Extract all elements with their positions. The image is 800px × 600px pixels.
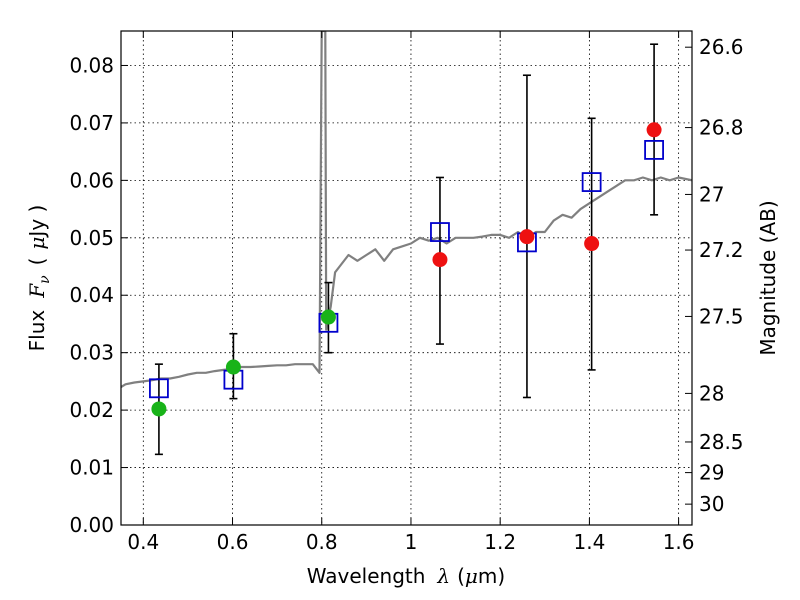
right-tick-label: 26.6 — [699, 35, 744, 59]
right-tick-label: 27.5 — [699, 304, 744, 328]
spectrum-line — [121, 31, 692, 389]
data-point-green — [320, 309, 336, 325]
y-axis-title: Flux Fν ( μJy ) — [25, 205, 53, 352]
y-tick-label: 0.08 — [69, 53, 114, 77]
y-axis-ticks: 0.00 0.01 0.02 0.03 0.04 0.05 0.06 0.07 0.08 — [69, 53, 128, 537]
x-tick-label: 0.4 — [127, 530, 159, 554]
plot-frame — [120, 30, 693, 526]
data-point-red — [646, 122, 662, 138]
right-tick-label: 29 — [699, 461, 724, 485]
right-axis-title: Magnitude (AB) — [756, 200, 780, 355]
model-box — [149, 378, 169, 399]
errorbar-layer — [154, 43, 659, 456]
x-tick-label: 1.4 — [573, 530, 605, 554]
x-axis-label: Wavelength — [307, 564, 426, 588]
right-axis-ticks: 26.6 26.8 27 27.2 27.5 28 28.5 29 30 — [685, 35, 744, 516]
y-axis-label: Flux — [25, 310, 49, 352]
x-tick-label: 1 — [405, 530, 418, 554]
x-tick-label: 0.8 — [306, 530, 338, 554]
x-axis-unit-open: ( — [457, 564, 465, 588]
x-tick-label: 1.2 — [484, 530, 516, 554]
data-point-red — [584, 236, 600, 252]
right-tick-label: 30 — [699, 492, 724, 516]
x-axis-unit-mu: μ — [465, 564, 478, 588]
y-axis-symbol: F — [25, 283, 49, 299]
y-tick-label: 0.05 — [69, 226, 114, 250]
data-point-red — [432, 252, 448, 268]
grid — [121, 31, 692, 526]
x-axis-unit-rest: m) — [478, 564, 505, 588]
right-tick-label: 28.5 — [699, 430, 744, 454]
model-box — [581, 172, 602, 192]
data-point-layer — [151, 122, 662, 417]
y-tick-label: 0.03 — [69, 341, 114, 365]
x-tick-label: 1.6 — [663, 530, 695, 554]
y-tick-label: 0.06 — [69, 168, 114, 192]
data-point-green — [225, 359, 241, 375]
x-axis-title: Wavelength λ (μm) — [307, 564, 505, 588]
y-axis-unit-mu: μ — [25, 237, 49, 250]
data-point-green — [151, 401, 167, 417]
spectrum-layer — [121, 31, 692, 389]
y-axis-subscript: ν — [37, 275, 53, 284]
x-tick-label: 0.6 — [217, 530, 249, 554]
y-tick-label: 0.07 — [69, 111, 114, 135]
y-tick-label: 0.00 — [69, 513, 114, 537]
y-tick-label: 0.01 — [69, 456, 114, 480]
model-box — [644, 140, 664, 160]
right-tick-label: 27 — [699, 182, 724, 206]
right-tick-label: 28 — [699, 381, 724, 405]
model-box — [430, 222, 450, 242]
x-axis-symbol: λ — [436, 564, 450, 588]
right-tick-label: 26.8 — [699, 116, 744, 140]
y-tick-label: 0.04 — [69, 283, 114, 307]
y-axis-unit-rest: Jy ) — [25, 205, 49, 239]
model-box-layer — [149, 140, 664, 399]
right-tick-label: 27.2 — [699, 238, 744, 262]
x-axis-ticks: 0.4 0.6 0.8 1 1.2 1.4 1.6 — [127, 31, 695, 554]
y-axis-unit-open: ( — [25, 258, 49, 266]
data-point-red — [519, 229, 535, 245]
y-tick-label: 0.02 — [69, 398, 114, 422]
